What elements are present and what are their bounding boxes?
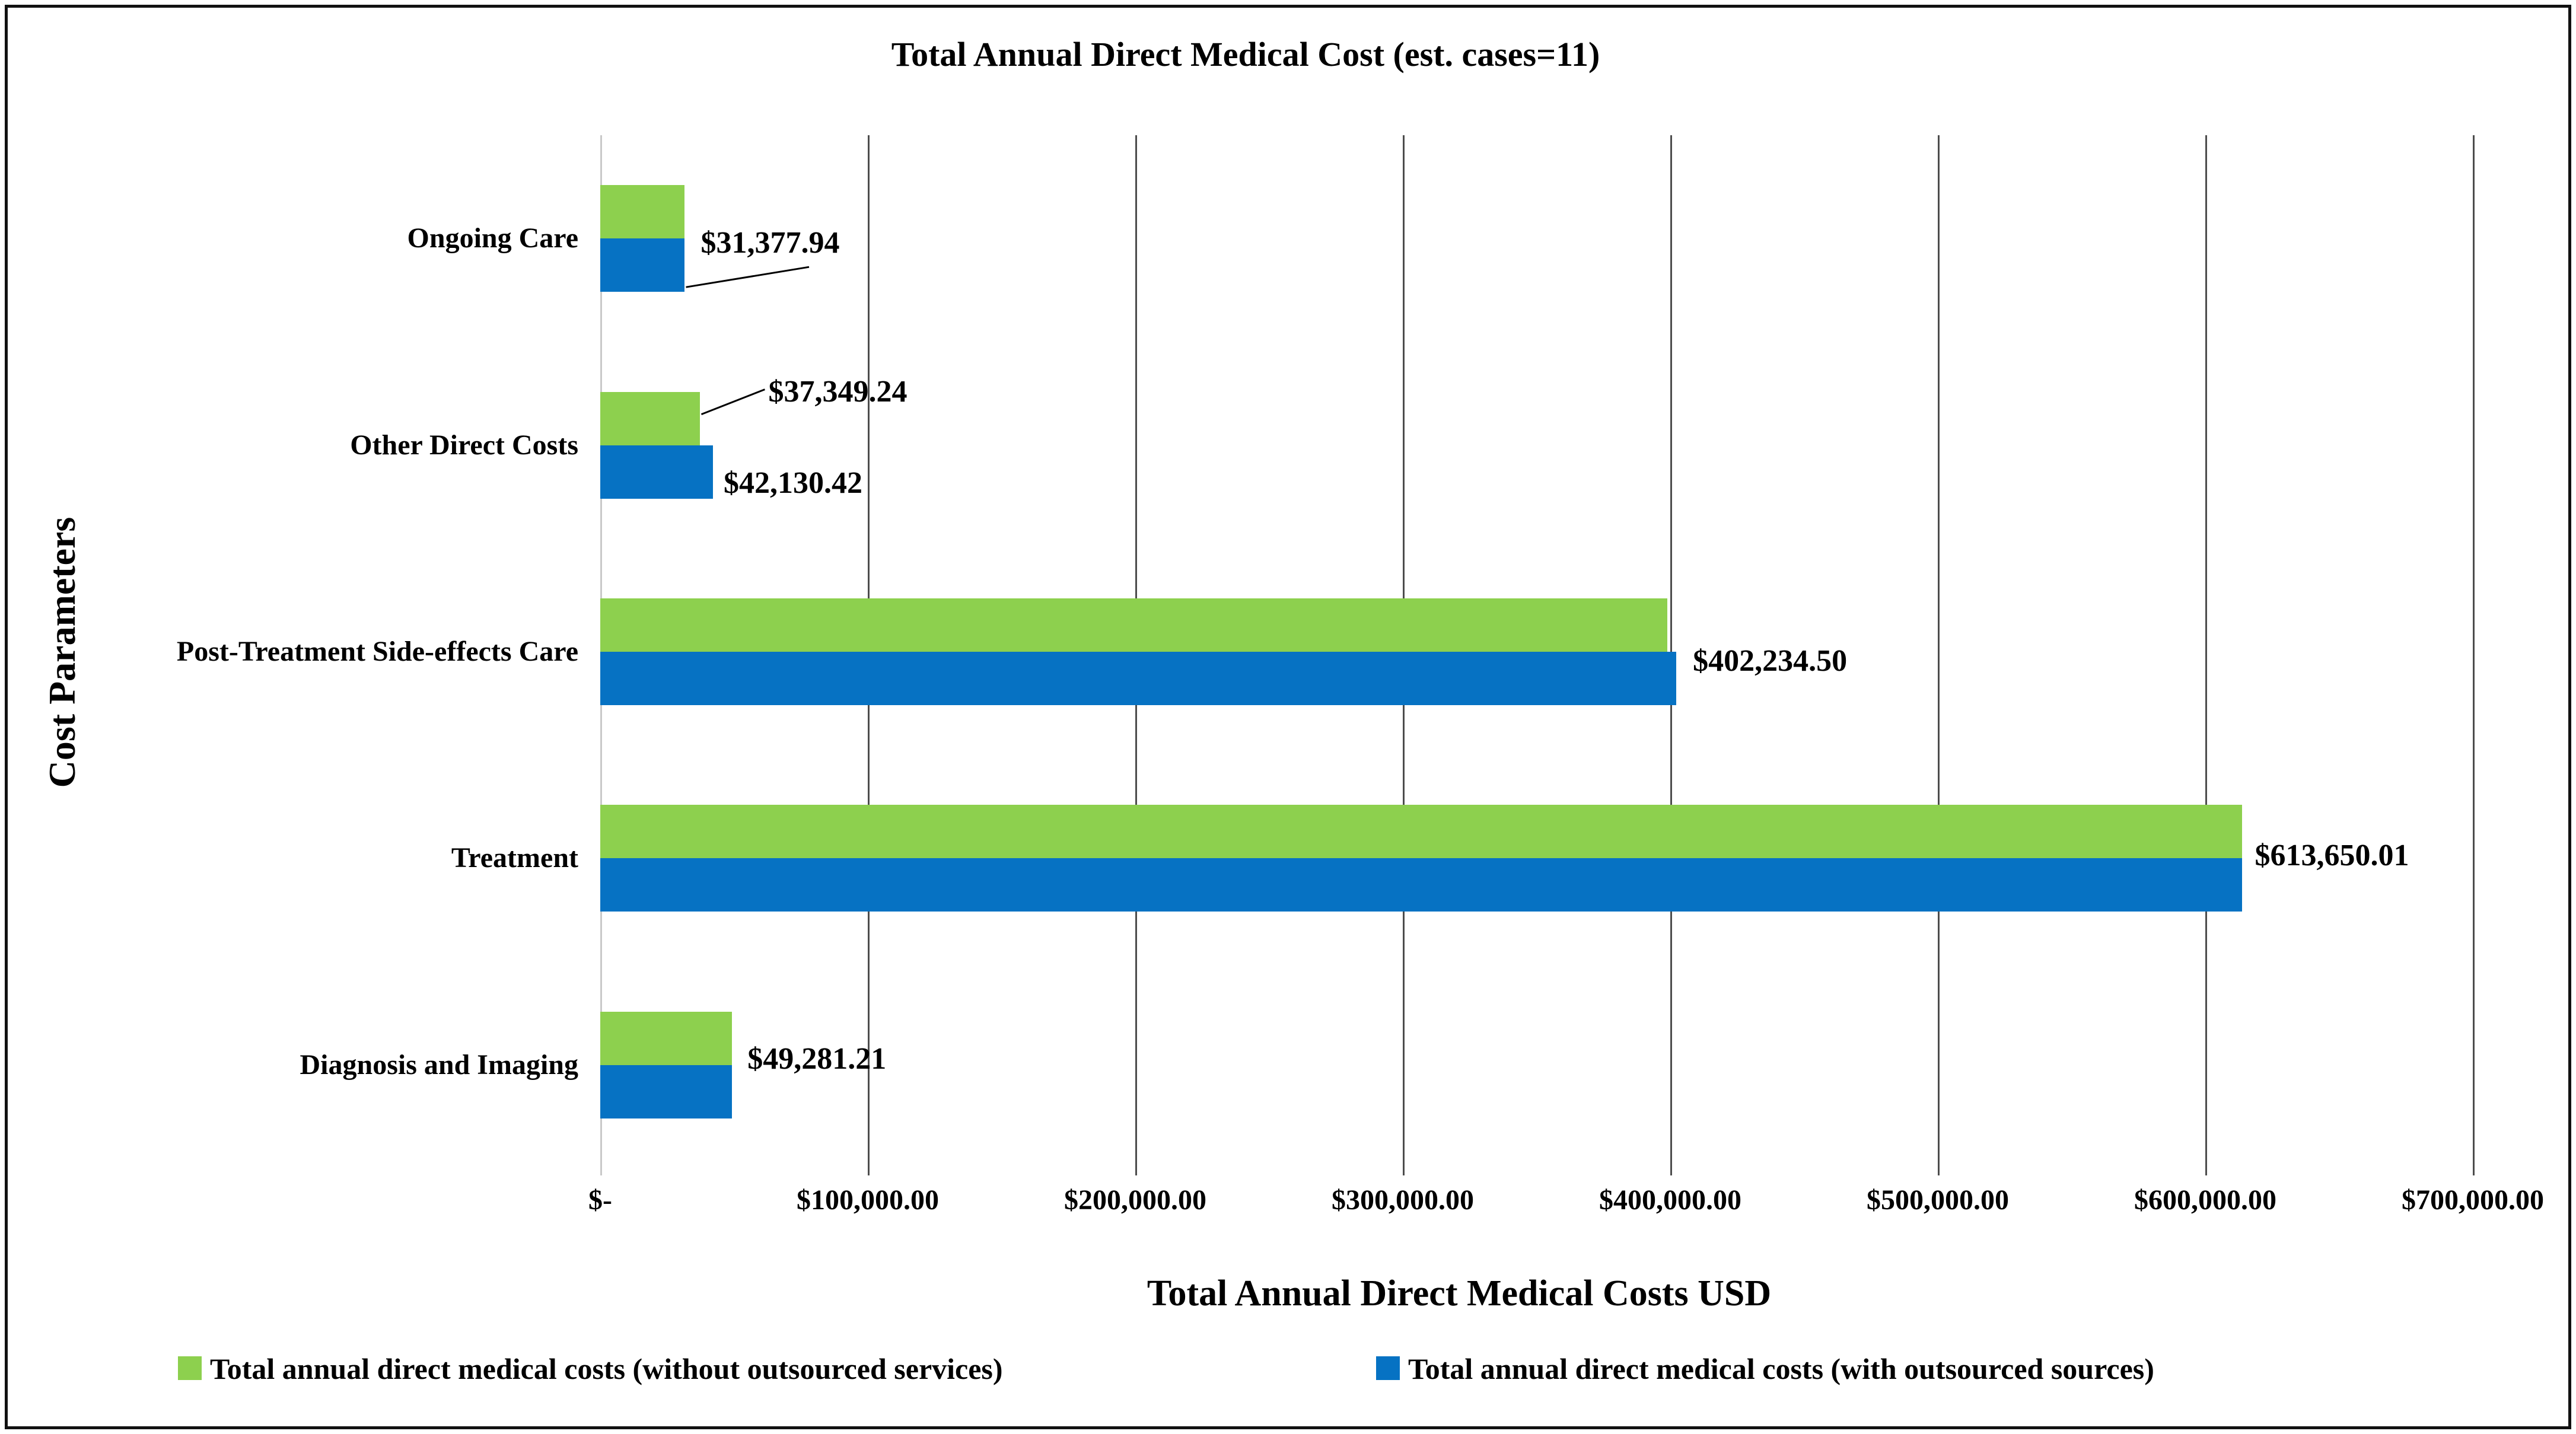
data-label: $402,234.50 — [1693, 644, 1848, 678]
x-tick-label: $100,000.00 — [797, 1184, 939, 1216]
data-label: $613,650.01 — [2255, 839, 2409, 873]
legend-item-with-outsourced: Total annual direct medical costs (with … — [1376, 1347, 2154, 1390]
bar-without-outsourced — [600, 1011, 733, 1065]
data-label: $31,377.94 — [700, 226, 840, 260]
gridline — [2473, 135, 2475, 1175]
bar-with-outsourced — [600, 858, 2242, 912]
category-label: Treatment — [451, 842, 578, 874]
x-tick-label: $300,000.00 — [1332, 1184, 1474, 1216]
x-tick-label: $- — [588, 1184, 612, 1216]
legend-label: Total annual direct medical costs (with … — [1408, 1352, 2154, 1385]
bar-without-outsourced — [600, 805, 2242, 859]
x-tick-label: $200,000.00 — [1064, 1184, 1206, 1216]
legend-label: Total annual direct medical costs (witho… — [210, 1352, 1003, 1385]
bar-without-outsourced — [600, 391, 700, 445]
legend-item-without-outsourced: Total annual direct medical costs (witho… — [178, 1347, 1003, 1390]
category-label: Ongoing Care — [407, 222, 578, 254]
bar-without-outsourced — [600, 598, 1668, 652]
x-tick-label: $700,000.00 — [2402, 1184, 2544, 1216]
x-tick-label: $600,000.00 — [2134, 1184, 2276, 1216]
gridline — [1938, 135, 1940, 1175]
bar-with-outsourced — [600, 445, 713, 499]
bar-without-outsourced — [600, 185, 684, 239]
category-label: Other Direct Costs — [350, 429, 578, 461]
bar-with-outsourced — [600, 238, 684, 292]
chart-title: Total Annual Direct Medical Cost (est. c… — [891, 35, 1600, 74]
bar-with-outsourced — [600, 1065, 733, 1118]
data-label: $49,281.21 — [747, 1041, 887, 1076]
category-label: Diagnosis and Imaging — [300, 1049, 578, 1081]
plot-area — [600, 135, 2475, 1175]
data-label: $42,130.42 — [724, 466, 862, 500]
category-label: Post-Treatment Side-effects Care — [176, 636, 578, 667]
data-label: $37,349.24 — [768, 374, 908, 409]
legend-swatch-green — [178, 1356, 202, 1380]
bar-with-outsourced — [600, 652, 1677, 705]
x-tick-label: $400,000.00 — [1599, 1184, 1741, 1216]
x-tick-label: $500,000.00 — [1867, 1184, 2009, 1216]
legend-swatch-blue — [1376, 1356, 1400, 1380]
x-axis-title: Total Annual Direct Medical Costs USD — [1147, 1273, 1772, 1314]
gridline — [2205, 135, 2207, 1175]
